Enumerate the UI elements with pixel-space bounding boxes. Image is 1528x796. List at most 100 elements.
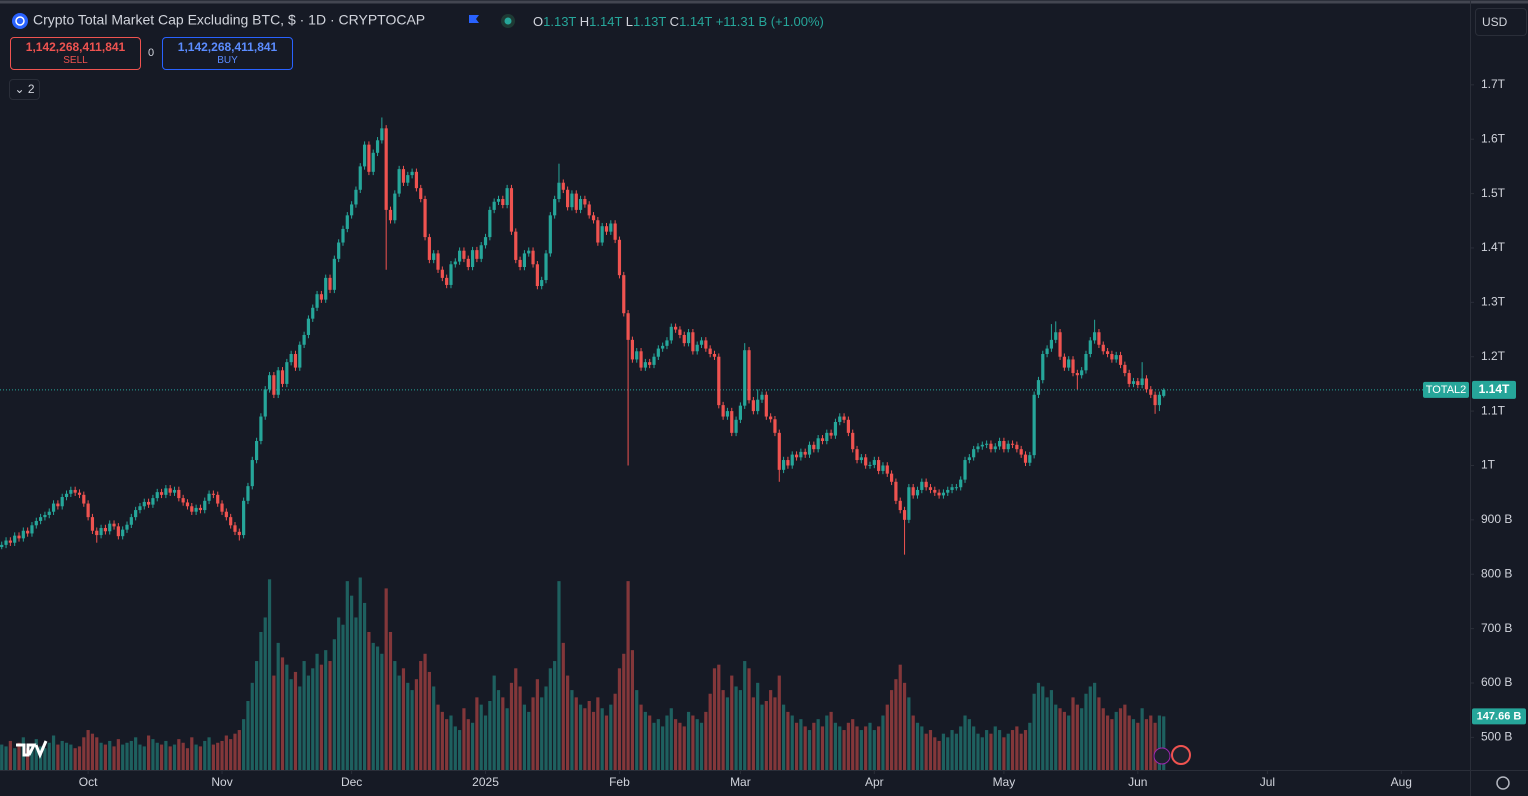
candle-body bbox=[233, 525, 237, 532]
candle-body bbox=[492, 201, 496, 210]
candle-body bbox=[337, 242, 341, 259]
volume-bar bbox=[164, 740, 168, 770]
volume-bar bbox=[760, 704, 764, 770]
volume-bar bbox=[276, 642, 280, 770]
candle-body bbox=[203, 500, 207, 511]
candle-body bbox=[626, 313, 630, 340]
candle-body bbox=[881, 465, 885, 471]
volume-bar bbox=[522, 704, 527, 770]
event-icon[interactable] bbox=[1171, 745, 1191, 765]
candle-body bbox=[691, 332, 695, 352]
candle-body bbox=[846, 419, 850, 433]
volume-bar bbox=[514, 668, 518, 770]
candle-body bbox=[1006, 443, 1010, 450]
chart-title[interactable]: Crypto Total Market Cap Excluding BTC, $… bbox=[33, 12, 425, 28]
candle-body bbox=[773, 419, 777, 433]
volume-bar bbox=[920, 726, 924, 770]
volume-bar bbox=[842, 730, 846, 770]
currency-button[interactable]: USD bbox=[1475, 8, 1527, 36]
candle-body bbox=[280, 370, 285, 384]
candle-body bbox=[699, 340, 704, 345]
volume-bar bbox=[272, 675, 276, 770]
candle-body bbox=[151, 498, 155, 505]
volume-bar bbox=[86, 730, 90, 770]
event-icon[interactable] bbox=[1153, 747, 1171, 765]
volume-bar bbox=[894, 679, 898, 770]
volume-bar bbox=[730, 675, 734, 770]
volume-bar bbox=[933, 737, 937, 770]
candle-body bbox=[142, 501, 146, 507]
candle-body bbox=[859, 457, 863, 461]
settings-icon[interactable] bbox=[1496, 776, 1510, 790]
volume-bar bbox=[630, 650, 635, 770]
volume-bar bbox=[30, 744, 34, 770]
sell-button[interactable]: 1,142,268,411,841 SELL bbox=[10, 37, 141, 70]
volume-bar bbox=[695, 719, 699, 770]
candle-body bbox=[8, 540, 12, 543]
volume-bar bbox=[77, 746, 82, 770]
candle-body bbox=[609, 223, 613, 232]
candle-body bbox=[1149, 389, 1153, 395]
candle-body bbox=[276, 370, 280, 395]
candle-body bbox=[164, 488, 168, 495]
flag-icon[interactable] bbox=[469, 15, 479, 23]
volume-bar bbox=[1062, 711, 1066, 770]
volume-bar bbox=[172, 744, 177, 770]
y-tick-label: 1.7T bbox=[1481, 77, 1506, 91]
y-tick-label: 1.2T bbox=[1481, 349, 1506, 363]
x-tick-label: May bbox=[993, 775, 1016, 789]
candle-body bbox=[540, 280, 544, 287]
candle-body bbox=[946, 489, 950, 493]
volume-bar bbox=[985, 730, 989, 770]
candle-body bbox=[69, 489, 73, 494]
candle-body bbox=[920, 481, 924, 490]
candle-body bbox=[937, 492, 941, 496]
candle-body bbox=[129, 517, 133, 525]
y-tick-label: 900 B bbox=[1481, 512, 1512, 526]
volume-bar bbox=[769, 690, 773, 770]
volume-bar bbox=[911, 715, 915, 770]
candle-body bbox=[242, 500, 246, 536]
candle-body bbox=[531, 250, 535, 265]
candle-body bbox=[812, 444, 816, 450]
x-tick-label: Mar bbox=[730, 775, 751, 789]
candle-body bbox=[1088, 340, 1092, 355]
candle-body bbox=[475, 250, 479, 259]
volume-bar bbox=[816, 719, 820, 770]
candle-body bbox=[445, 277, 449, 285]
candle-body bbox=[410, 171, 414, 176]
candle-body bbox=[648, 362, 652, 365]
x-tick-label: Apr bbox=[865, 775, 884, 789]
candle-body bbox=[613, 223, 617, 240]
symbol-icon-mark bbox=[15, 16, 25, 26]
candle-body bbox=[108, 523, 112, 532]
volume-bar bbox=[432, 686, 436, 770]
volume-bar bbox=[578, 704, 583, 770]
volume-bar bbox=[859, 730, 863, 770]
volume-bar bbox=[1144, 719, 1149, 770]
volume-bar bbox=[1105, 715, 1110, 770]
volume-bar bbox=[583, 708, 587, 770]
volume-bar bbox=[566, 675, 570, 770]
candle-body bbox=[1097, 332, 1101, 345]
candle-body bbox=[488, 209, 492, 238]
candle-body bbox=[617, 239, 622, 276]
candle-body bbox=[453, 261, 457, 265]
candle-body bbox=[1162, 389, 1166, 396]
indicators-toggle[interactable]: ⌄ 2 bbox=[9, 79, 40, 100]
volume-bar bbox=[997, 730, 1002, 770]
volume-bar bbox=[777, 675, 781, 770]
volume-bar bbox=[669, 708, 673, 770]
candle-body bbox=[1075, 373, 1079, 376]
volume-bar bbox=[941, 733, 946, 770]
volume-bar bbox=[224, 735, 228, 770]
logo[interactable] bbox=[16, 740, 48, 759]
buy-button[interactable]: 1,142,268,411,841 BUY bbox=[162, 37, 293, 70]
volume-bar bbox=[1149, 715, 1153, 770]
volume-bar bbox=[540, 697, 544, 770]
volume-bar bbox=[604, 715, 609, 770]
candle-body bbox=[254, 441, 259, 461]
volume-bar bbox=[496, 690, 501, 770]
y-tick-label: 1.4T bbox=[1481, 240, 1506, 254]
